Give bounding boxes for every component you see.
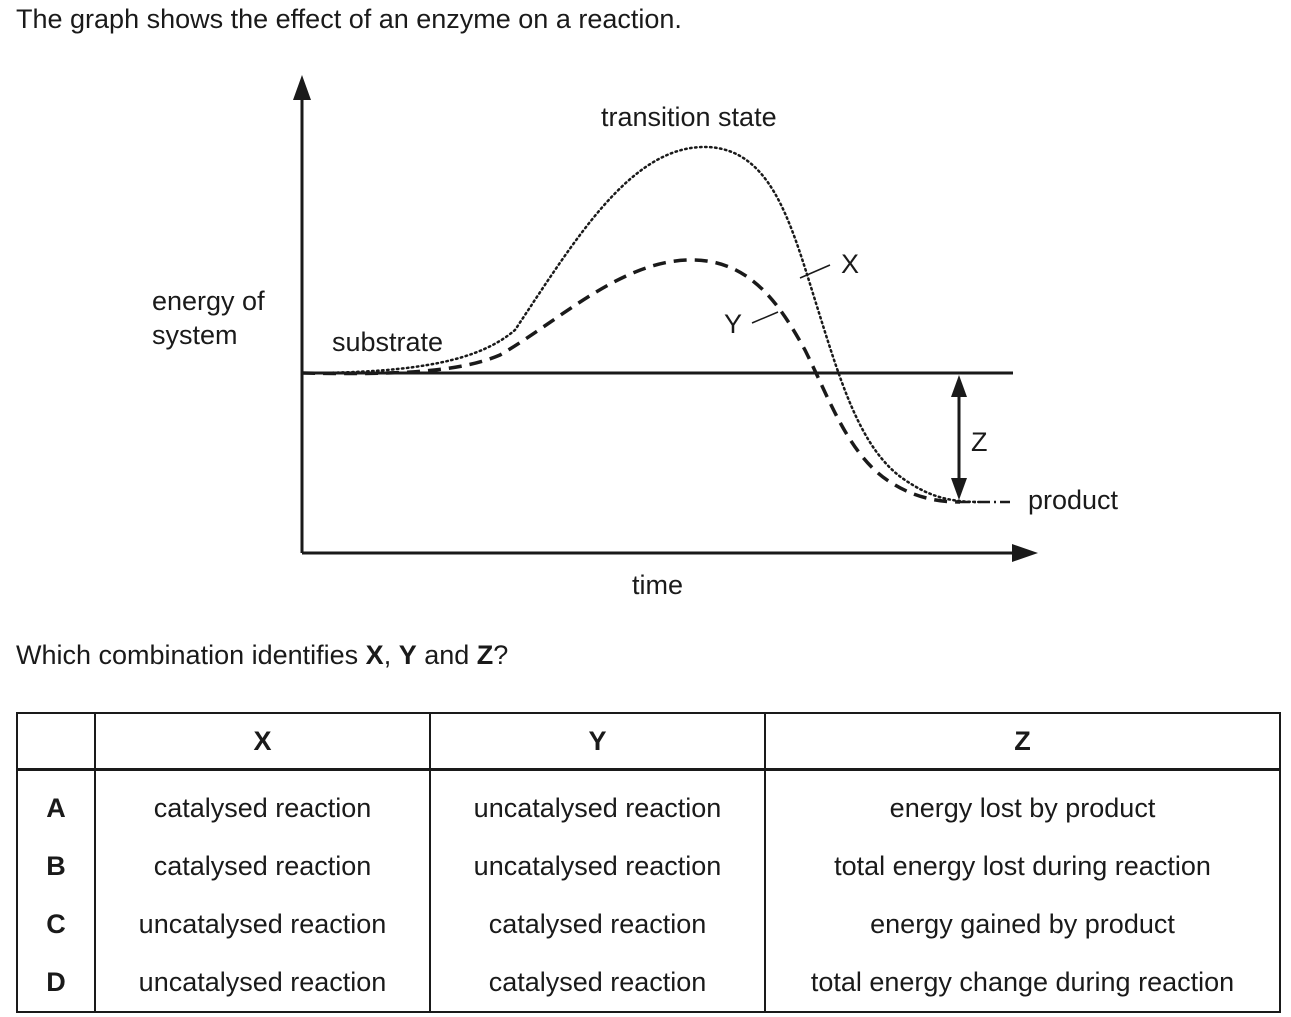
cell-x: catalysed reaction	[94, 769, 431, 837]
curve-y	[301, 258, 961, 504]
question-x: X	[365, 640, 384, 670]
cell-z: energy gained by product	[764, 895, 1281, 953]
question-text: Which combination identifies X, Y and Z?	[16, 640, 508, 671]
substrate-label: substrate	[332, 327, 443, 357]
header-option	[16, 712, 96, 771]
table-row: D uncatalysed reaction catalysed reactio…	[16, 953, 1281, 1013]
y-axis-label-line1: energy of	[152, 286, 265, 316]
cell-x: uncatalysed reaction	[94, 895, 431, 953]
option-letter: D	[16, 953, 96, 1013]
z-arrowhead-bottom	[951, 478, 967, 500]
y-axis-label-line2: system	[152, 320, 238, 350]
option-letter: B	[16, 837, 96, 895]
x-leader-line	[799, 264, 831, 279]
curve-x	[300, 145, 982, 504]
table-row: C uncatalysed reaction catalysed reactio…	[16, 895, 1281, 953]
question-y: Y	[398, 640, 417, 670]
product-label: product	[1028, 485, 1119, 515]
option-letter: A	[16, 769, 96, 837]
table-row: B catalysed reaction uncatalysed reactio…	[16, 837, 1281, 895]
cell-y: catalysed reaction	[429, 895, 766, 953]
cell-y: uncatalysed reaction	[429, 769, 766, 837]
header-x: X	[94, 712, 431, 771]
cell-z: total energy change during reaction	[764, 953, 1281, 1013]
arrow-z-label: Z	[971, 427, 988, 457]
header-y: Y	[429, 712, 766, 771]
table-row: A catalysed reaction uncatalysed reactio…	[16, 769, 1281, 837]
question-sep1: ,	[383, 640, 399, 670]
cell-y: uncatalysed reaction	[429, 837, 766, 895]
question-prefix: Which combination identifies	[16, 640, 366, 670]
y-leader-line	[751, 311, 779, 324]
x-axis-label: time	[632, 570, 683, 600]
question-z: Z	[476, 640, 494, 670]
option-letter: C	[16, 895, 96, 953]
x-axis-arrowhead	[1012, 544, 1038, 562]
answer-table: X Y Z A catalysed reaction uncatalysed r…	[16, 712, 1281, 1013]
question-suffix: ?	[493, 640, 509, 670]
intro-text: The graph shows the effect of an enzyme …	[16, 4, 682, 34]
z-arrowhead-top	[951, 375, 967, 397]
energy-profile-diagram: energy of system time substrate transiti…	[152, 75, 1119, 600]
cell-z: energy lost by product	[764, 769, 1281, 837]
curve-x-label: X	[841, 249, 859, 279]
curve-y-label: Y	[724, 309, 742, 339]
cell-x: uncatalysed reaction	[94, 953, 431, 1013]
table-header-row: X Y Z	[16, 712, 1281, 771]
y-axis-arrowhead	[293, 75, 311, 100]
cell-z: total energy lost during reaction	[764, 837, 1281, 895]
transition-state-label: transition state	[601, 102, 777, 132]
question-sep2: and	[416, 640, 477, 670]
cell-x: catalysed reaction	[94, 837, 431, 895]
header-z: Z	[764, 712, 1281, 771]
cell-y: catalysed reaction	[429, 953, 766, 1013]
